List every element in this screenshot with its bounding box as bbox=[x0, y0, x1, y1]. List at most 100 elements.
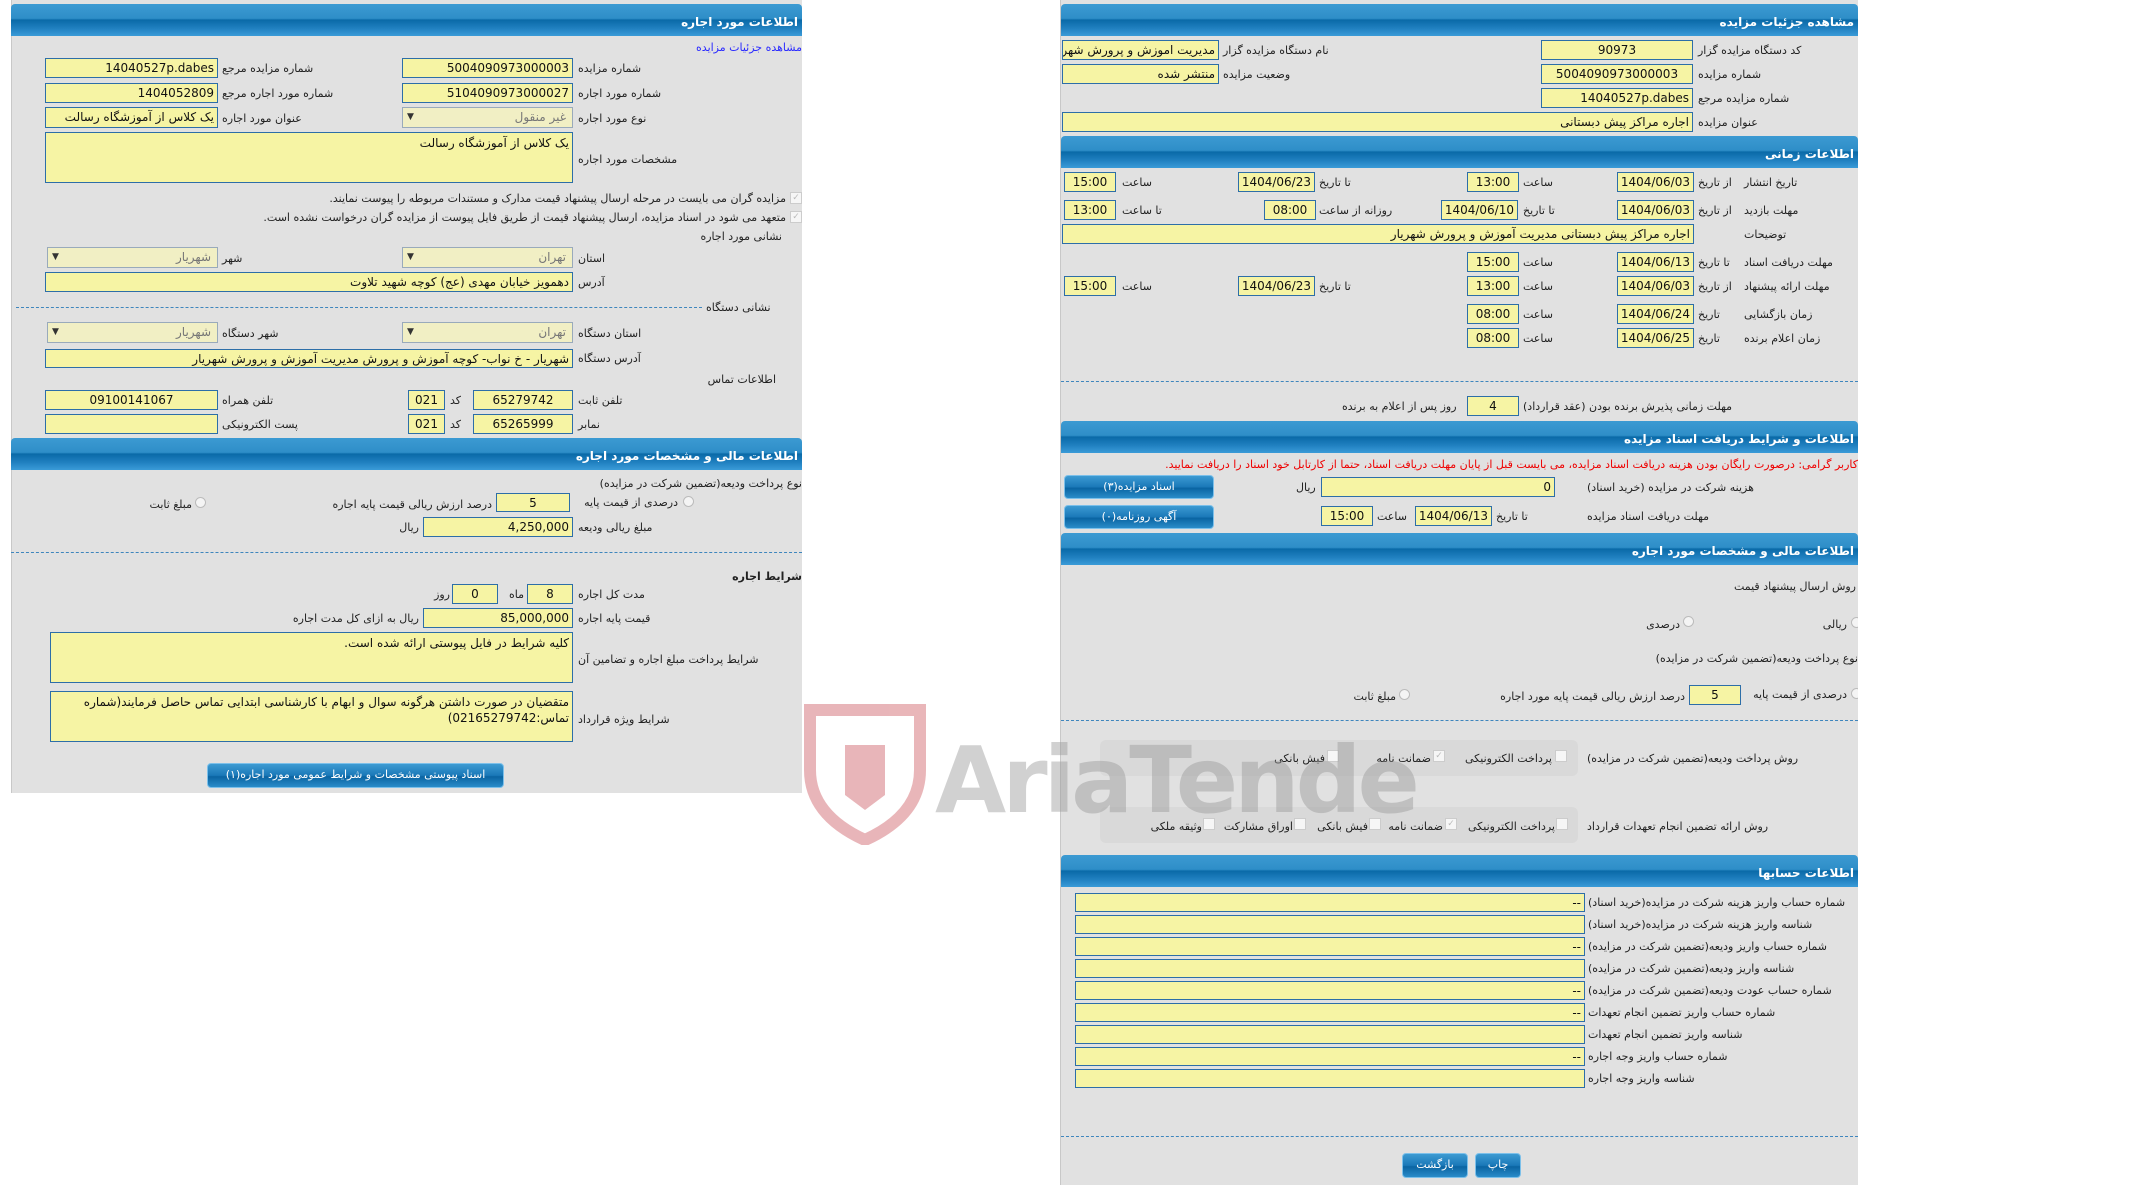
from-date-label: از تاریخ bbox=[1698, 204, 1732, 217]
deposit-amount-field: 4,250,000 bbox=[423, 517, 573, 537]
item-address-title: نشانی مورد اجاره bbox=[700, 230, 782, 243]
doc-deadline-label: مهلت دریافت اسناد bbox=[1744, 256, 1833, 269]
hour-label: ساعت bbox=[1377, 510, 1407, 523]
duration-months-field: 8 bbox=[527, 584, 573, 604]
auction-ref-field: 14040527p.dabes bbox=[45, 58, 218, 78]
province-label: استان bbox=[578, 252, 606, 265]
account-field: -- bbox=[1075, 937, 1585, 956]
item-spec-textarea: یک کلاس از آموزشگاه رسالت bbox=[45, 132, 573, 183]
item-number-field: 5104090973000027 bbox=[402, 83, 573, 103]
deposit-guarantee-checkbox[interactable]: ✓ bbox=[1433, 750, 1445, 762]
org-province-value: تهران bbox=[538, 325, 566, 339]
item-ref-field: 1404052809 bbox=[45, 83, 218, 103]
description-label: توضیحات bbox=[1744, 228, 1787, 241]
guarantee-bank-receipt-label: فیش بانکی bbox=[1317, 820, 1368, 833]
account-label: شماره حساب واریز تضمین انجام تعهدات bbox=[1588, 1006, 1776, 1019]
special-terms-textarea: متقضیان در صورت داشتن هرگونه سوال و ابها… bbox=[50, 691, 573, 742]
bid-label: مهلت ارائه پیشنهاد bbox=[1744, 280, 1830, 293]
guarantee-property-checkbox[interactable] bbox=[1203, 818, 1215, 830]
account-label: شناسه واریز ودیعه(تضمین شرکت در مزایده) bbox=[1588, 962, 1795, 975]
account-field: -- bbox=[1075, 1003, 1585, 1022]
newspaper-ads-button[interactable]: آگهی روزنامه(۰) bbox=[1064, 505, 1214, 529]
lease-item-header: اطلاعات مورد اجاره bbox=[11, 4, 802, 36]
guarantee-property-label: وثیقه ملکی bbox=[1150, 820, 1202, 833]
visit-from-date: 1404/06/03 bbox=[1617, 200, 1694, 220]
duration-label: مدت کل اجاره bbox=[578, 588, 645, 601]
price-method-percent-radio[interactable] bbox=[1683, 616, 1694, 627]
fax-code-label: کد bbox=[450, 418, 462, 431]
opening-label: زمان بازگشایی bbox=[1744, 308, 1813, 321]
org-province-select[interactable]: تهران ▼ bbox=[402, 322, 573, 343]
to-date-label: تا تاریخ bbox=[1496, 510, 1528, 523]
attachment-required-checkbox: ✓ bbox=[790, 192, 802, 204]
publish-to-time: 15:00 bbox=[1064, 172, 1116, 192]
divider bbox=[11, 552, 802, 553]
deposit-fixed-radio[interactable] bbox=[195, 497, 206, 508]
deposit-guarantee-label: ضمانت نامه bbox=[1376, 752, 1431, 765]
account-label: شماره حساب واریز هزینه شرکت در مزایده(خر… bbox=[1588, 896, 1846, 909]
item-type-value: غیر منقول bbox=[514, 110, 566, 124]
phone-field: 65279742 bbox=[473, 390, 573, 410]
deposit-method-label: روش پرداخت ودیعه(تضمین شرکت در مزایده) bbox=[1587, 752, 1799, 765]
deposit-electronic-checkbox[interactable] bbox=[1555, 750, 1567, 762]
guarantee-electronic-checkbox[interactable] bbox=[1556, 818, 1568, 830]
deposit-bank-receipt-checkbox[interactable] bbox=[1327, 750, 1339, 762]
item-title-label: عنوان مورد اجاره bbox=[222, 112, 302, 125]
back-button[interactable]: بازگشت bbox=[1402, 1153, 1468, 1178]
auction-number-label: شماره مزایده bbox=[1698, 68, 1762, 81]
org-city-select[interactable]: شهریار ▼ bbox=[47, 322, 218, 343]
org-name-label: نام دستگاه مزایده گزار bbox=[1223, 44, 1329, 57]
fee-unit: ریال bbox=[1296, 481, 1316, 494]
bid-to-time: 15:00 bbox=[1064, 276, 1116, 296]
payment-terms-textarea: کلیه شرایط در فایل پیوستی ارائه شده است. bbox=[50, 632, 573, 683]
to-date-label: تا تاریخ bbox=[1523, 204, 1555, 217]
guarantee-bonds-checkbox[interactable] bbox=[1294, 818, 1306, 830]
divider bbox=[16, 307, 702, 308]
guarantee-letter-checkbox[interactable]: ✓ bbox=[1445, 818, 1457, 830]
acceptance-label: مهلت زمانی پذیرش برنده بودن (عقد قرارداد… bbox=[1523, 400, 1733, 413]
base-price-label: قیمت پایه اجاره bbox=[578, 612, 651, 625]
no-attachment-commitment-checkbox: ✓ bbox=[790, 211, 802, 223]
phone-code-field: 021 bbox=[408, 390, 445, 410]
guarantee-method-options bbox=[1100, 807, 1578, 843]
auction-number-field: 5004090973000003 bbox=[1541, 64, 1693, 84]
auction-title-label: عنوان مزایده bbox=[1698, 116, 1758, 129]
finance-header: اطلاعات مالی و مشخصات مورد اجاره bbox=[1061, 533, 1858, 565]
docs-deadline-label: مهلت دریافت اسناد مزایده bbox=[1587, 510, 1710, 523]
deposit-percent-radio[interactable] bbox=[683, 496, 694, 507]
account-field bbox=[1075, 959, 1585, 978]
auction-ref-field: 14040527p.dabes bbox=[1541, 88, 1693, 108]
province-value: تهران bbox=[538, 250, 566, 264]
auction-details-link[interactable]: مشاهده جزئیات مزایده bbox=[696, 41, 802, 54]
winner-time: 08:00 bbox=[1467, 328, 1519, 348]
attachments-button[interactable]: اسناد پیوستی مشخصات و شرایط عمومی مورد ا… bbox=[207, 763, 504, 788]
province-select[interactable]: تهران ▼ bbox=[402, 247, 573, 268]
special-terms-label: شرایط ویژه قرارداد bbox=[578, 713, 670, 726]
price-method-label: روش ارسال پیشنهاد قیمت bbox=[1733, 580, 1856, 593]
guarantee-bank-receipt-checkbox[interactable] bbox=[1369, 818, 1381, 830]
from-date-label: از تاریخ bbox=[1698, 280, 1732, 293]
deposit-amount-unit: ریال bbox=[399, 521, 419, 534]
city-select[interactable]: شهریار ▼ bbox=[47, 247, 218, 268]
email-label: پست الکترونیکی bbox=[222, 418, 298, 431]
print-button[interactable]: چاپ bbox=[1475, 1153, 1521, 1178]
account-label: شماره حساب واریز وجه اجاره bbox=[1588, 1050, 1728, 1063]
to-date-label: تا تاریخ bbox=[1319, 280, 1351, 293]
to-date-label: تا تاریخ bbox=[1698, 256, 1730, 269]
address-field: دهمویز خیابان مهدی (عج) کوچه شهید تلاوت bbox=[45, 272, 573, 292]
hour-label: ساعت bbox=[1122, 176, 1152, 189]
opening-date: 1404/06/24 bbox=[1617, 304, 1694, 324]
divider bbox=[1061, 1136, 1858, 1137]
chevron-down-icon: ▼ bbox=[407, 112, 414, 122]
watermark-shield-icon bbox=[804, 704, 926, 845]
doc-deadline-date: 1404/06/13 bbox=[1617, 252, 1694, 272]
auction-documents-button[interactable]: اسناد مزایده(۳) bbox=[1064, 475, 1214, 499]
time-info-header: اطلاعات زمانی bbox=[1061, 136, 1858, 168]
item-type-select[interactable]: غیر منقول ▼ bbox=[402, 107, 573, 128]
date-label: تاریخ bbox=[1698, 308, 1720, 321]
description-field: اجاره مراکز پیش دبستانی مدیریت آموزش و پ… bbox=[1062, 224, 1694, 244]
price-method-percent-label: درصدی bbox=[1646, 618, 1680, 631]
base-price-field: 85,000,000 bbox=[423, 608, 573, 628]
deposit-fixed-radio[interactable] bbox=[1399, 689, 1410, 700]
deposit-percent-label: درصدی از قیمت پایه bbox=[584, 496, 678, 509]
